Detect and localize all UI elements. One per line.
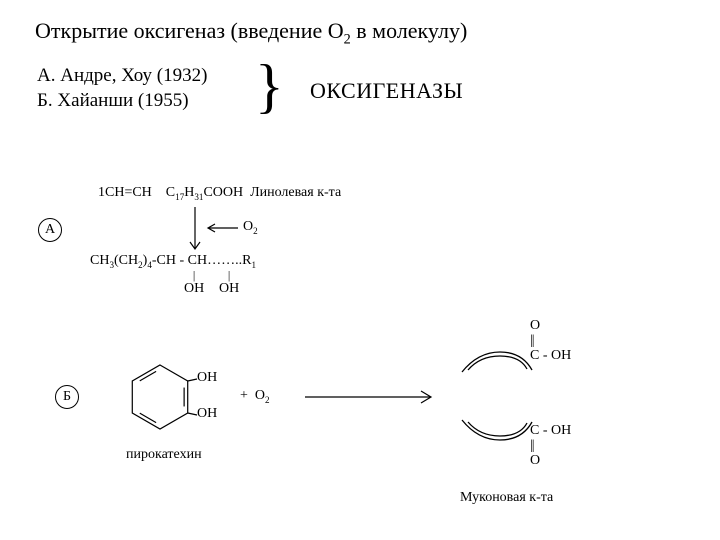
muconic-label: Муконовая к-та (460, 490, 553, 506)
product-svg (0, 0, 720, 540)
product-top-carboxyl: O || C - OH (530, 318, 571, 363)
product-bottom-carboxyl: C - OH || O (530, 423, 571, 468)
